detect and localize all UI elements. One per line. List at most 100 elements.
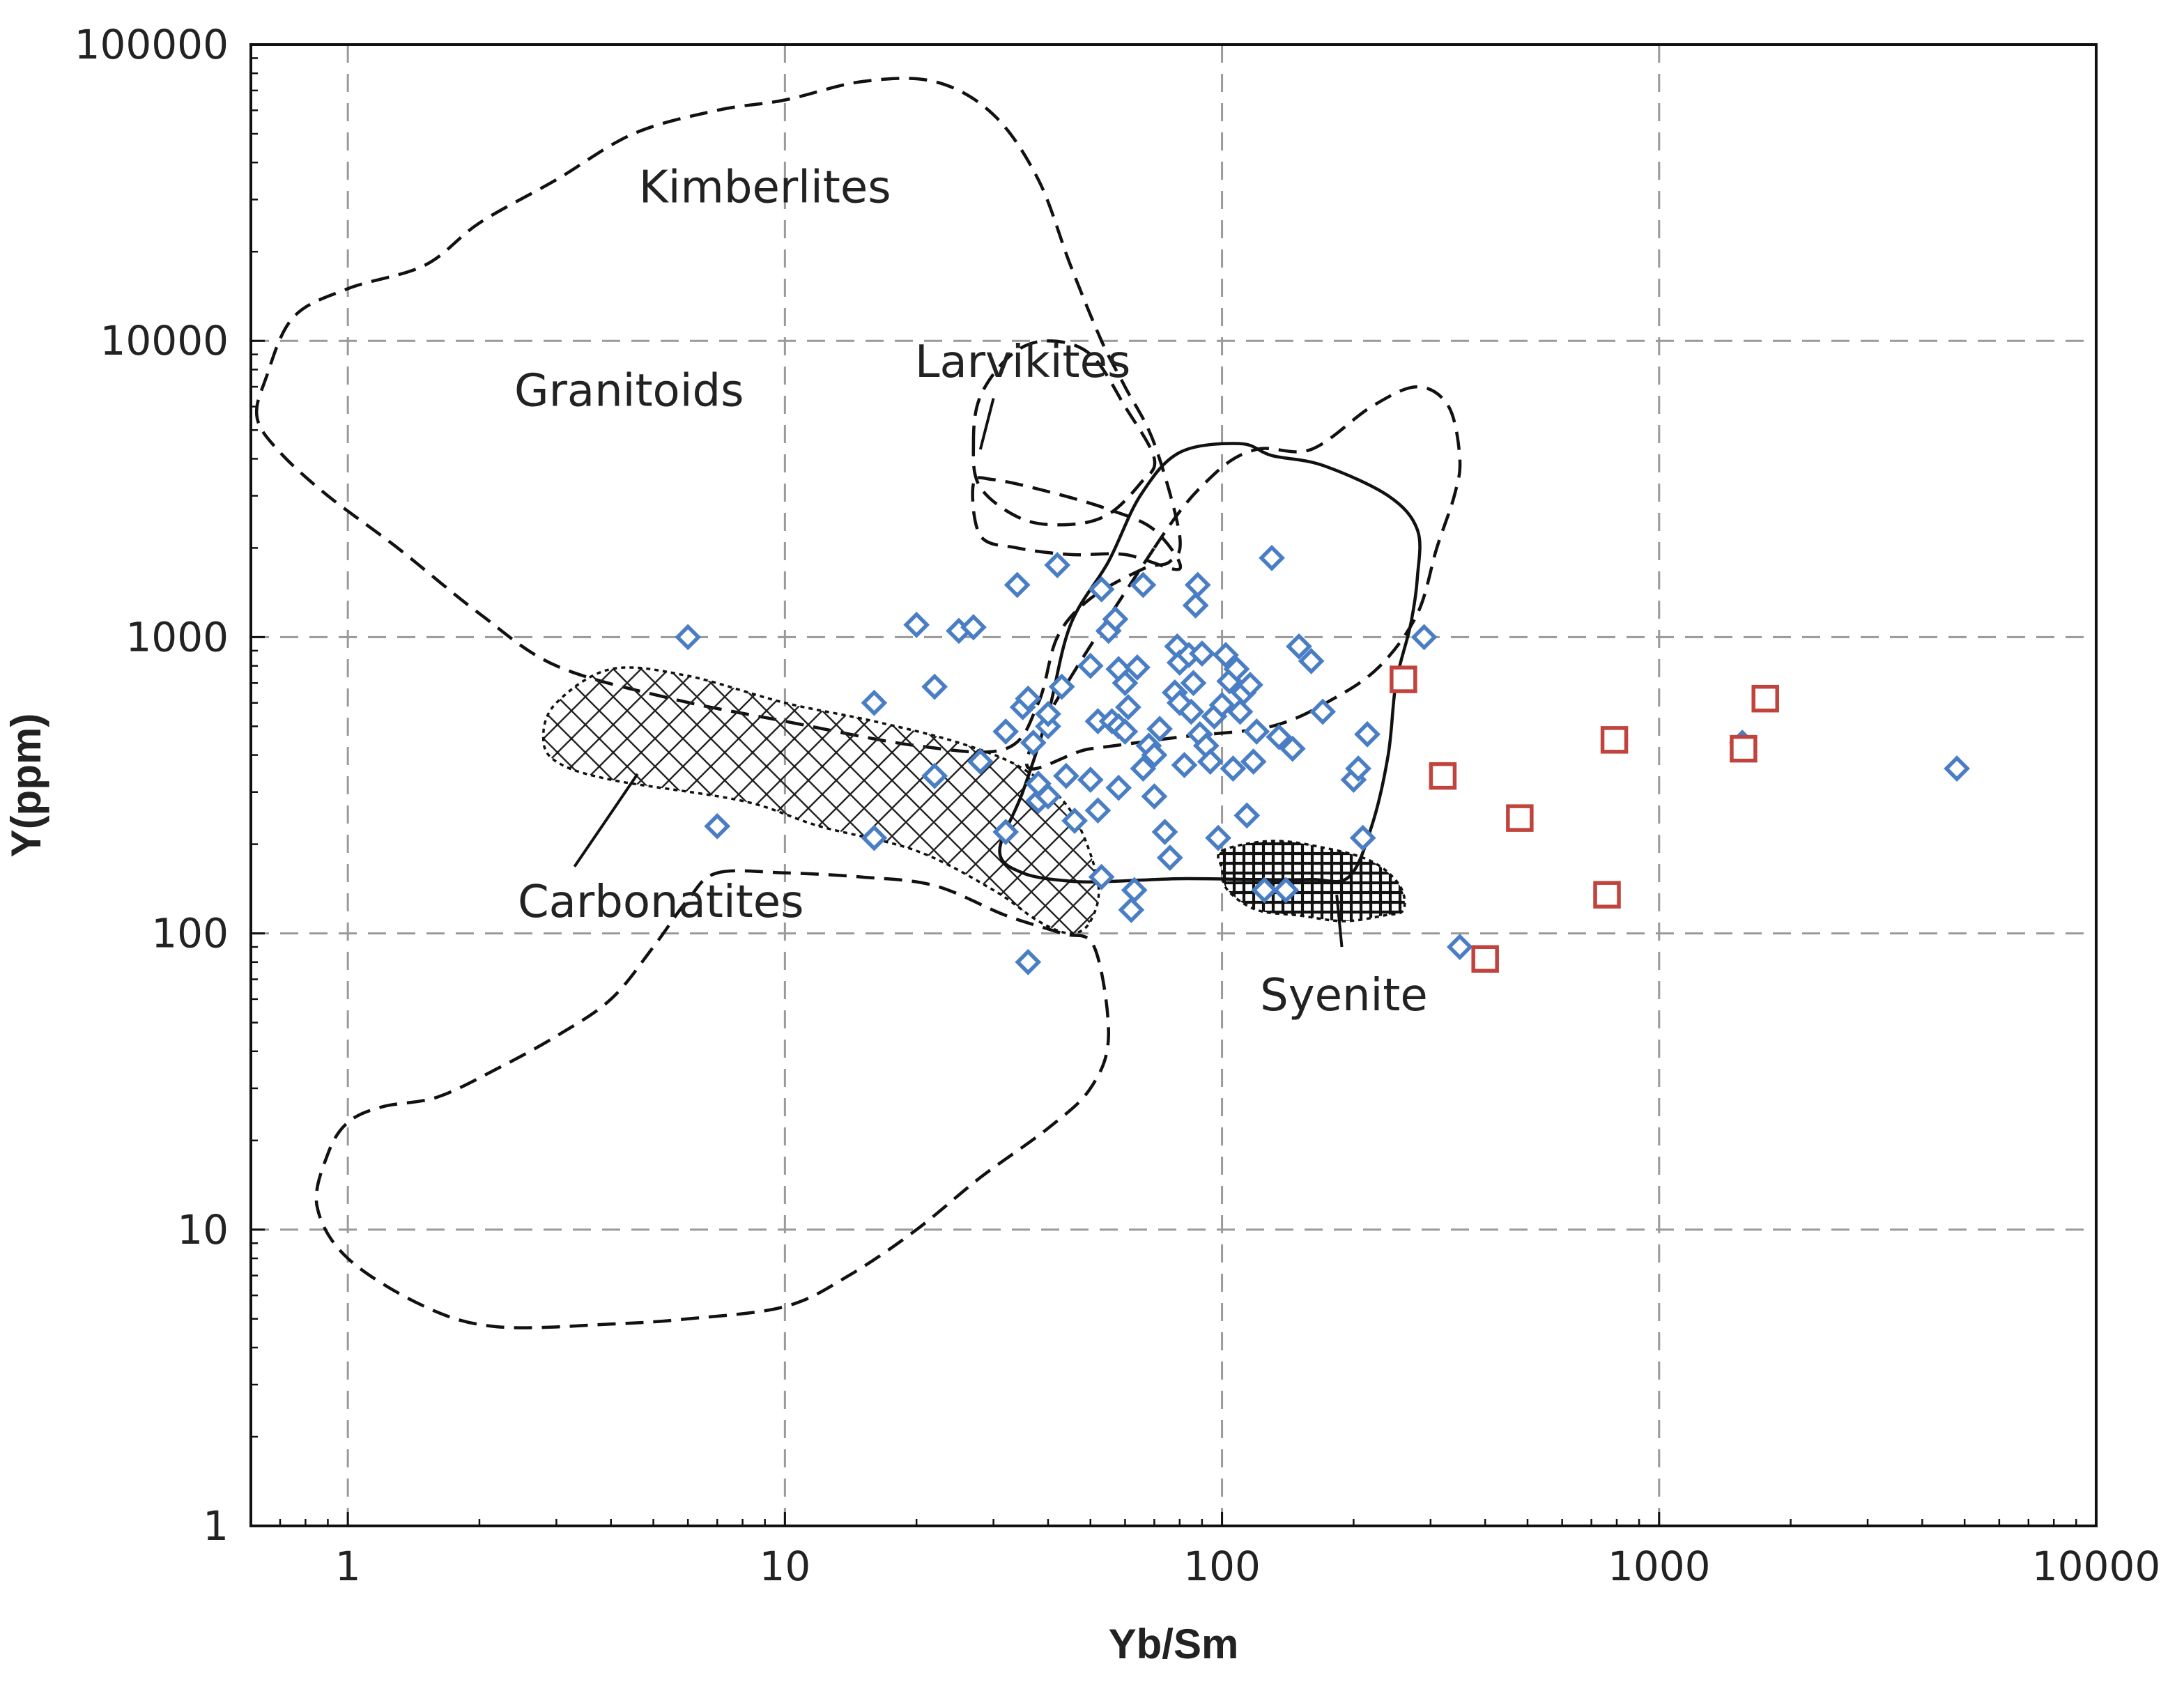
red-square-point [1730,734,1758,763]
kimberlites-field [314,869,1110,1329]
callout-line [573,773,639,867]
blue-diamond-point [1141,741,1168,769]
blue-diamond-point [1251,877,1278,904]
blue-diamond-point [1121,877,1148,904]
blue-diamond-point [1180,670,1207,697]
dashed-field-field [1025,385,1462,771]
red-square-point [1600,726,1629,754]
solid-field-field [998,442,1422,884]
callout-line [978,398,995,450]
blue-diamond-point [1105,774,1132,801]
axes: 1 10 100 1000 10000 1 10 100 1000 10000 100000 [75,21,2161,1590]
blue-diamond-point [967,748,994,775]
larvikites-field-2 [971,476,1183,571]
larvikites-label: Larvikites [915,337,1131,388]
blue-diamond-point [1035,783,1061,810]
blue-diamond-point [1233,802,1261,829]
blue-diamond-point [1213,642,1239,669]
blue-diamond-point [903,611,930,638]
blue-diamond-point [1084,797,1112,824]
x-axis-title: Yb/Sm [1109,1621,1239,1667]
blue-diamond-point [1309,698,1336,725]
blue-diamond-point [1151,819,1178,845]
red-square-point [1751,684,1779,713]
x-tick-label: 10 [759,1543,810,1590]
blue-diamond-point [1171,752,1198,778]
blue-diamond-point [1240,748,1267,775]
blue-diamond-point [1020,730,1047,756]
blue-diamond-point [1048,673,1075,700]
data-points [675,544,1970,975]
blue-diamond-point [861,824,888,851]
rock-fields: Granitoids Larvikites Kimberlites Carbonati… [254,77,1462,1329]
blue-diamond-point [921,673,948,700]
red-square-point [1471,945,1499,973]
blue-diamond-point [1003,571,1031,599]
blue-diamond-point [1237,672,1263,698]
blue-diamond-point [1220,755,1247,782]
plot-frame [249,43,2098,1527]
blue-diamond-point [1112,670,1139,697]
y-tick-label: 1000 [125,613,229,661]
blue-diamond-point [1118,897,1145,923]
blue-diamond-point [1061,808,1088,834]
blue-diamond-point [1035,700,1061,727]
carbonatites-field [541,666,1100,935]
callout-line [1335,894,1344,948]
larvikites-field-1 [971,339,1157,527]
red-square-point [1390,665,1417,693]
blue-diamond-point [861,689,888,716]
blue-diamond-point [1088,863,1115,890]
y-axis-title: Y(ppm) [3,713,49,858]
blue-diamond-point [1944,755,1970,782]
blue-diamond-point [1077,766,1104,794]
blue-diamond-point [1354,720,1381,748]
blue-diamond-point [1178,698,1205,725]
blue-diamond-point [1205,824,1231,851]
blue-diamond-point [1188,640,1215,667]
blue-diamond-point [1184,571,1211,599]
blue-diamond-point [675,624,702,651]
y-tick-label: 10 [177,1206,229,1253]
blue-diamond-point [960,614,987,641]
blue-diamond-point [1053,762,1079,789]
blue-diamond-point [992,819,1020,845]
blue-diamond-point [1279,735,1306,762]
blue-diamond-point [921,762,948,789]
blue-diamond-point [1044,552,1071,578]
blue-diamond-point [1286,633,1312,660]
blue-diamond-point [1446,934,1473,960]
x-tick-label: 1000 [1608,1543,1711,1590]
blue-diamond-point [1115,694,1141,720]
y-tick-label: 1 [203,1502,229,1550]
x-tick-label: 10000 [2032,1543,2161,1590]
kimberlites-label: Kimberlites [639,162,891,214]
blue-diamond-point [1088,576,1115,603]
blue-diamond-point [1156,844,1183,871]
syenite-label: Syenite [1260,970,1428,1021]
red-square-point [1506,804,1534,832]
y-tick-label: 100000 [75,21,229,68]
blue-diamond-point [1223,656,1250,683]
granitoids-label: Granitoids [514,365,744,417]
blue-diamond-point [1208,691,1236,718]
blue-diamond-point [1130,571,1157,599]
blue-diamond-point [1345,755,1371,782]
blue-diamond-point [1410,624,1438,651]
blue-diamond-point [1197,748,1224,775]
y-tick-label: 10000 [100,317,229,364]
red-square-point [1593,881,1621,909]
x-tick-label: 1 [335,1543,361,1590]
blue-diamond-point [1272,877,1300,904]
blue-diamond-point [1182,592,1209,619]
blue-diamond-point [1102,605,1129,633]
blue-diamond-point [1146,716,1173,743]
blue-diamond-point [1077,652,1104,679]
blue-diamond-point [1130,755,1157,782]
blue-diamond-point [1266,723,1293,750]
blue-diamond-point [1141,783,1168,810]
red-square-point [1429,762,1457,790]
blue-diamond-point [1259,544,1285,571]
